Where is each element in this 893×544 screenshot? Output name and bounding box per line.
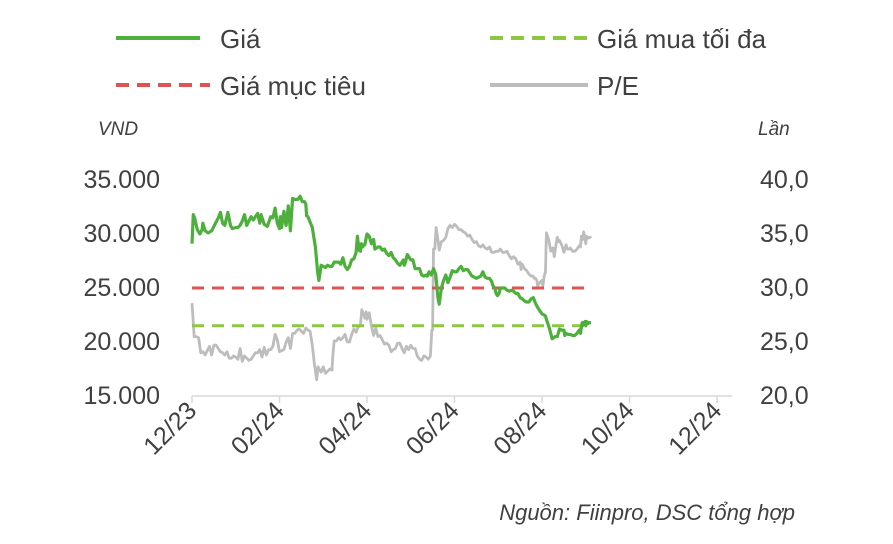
right-axis: 40,0 35,0 30,0 25,0 20,0 [760,166,809,410]
left-tick-label: 25.000 [84,274,160,302]
x-axis-ticks: 12/23 02/24 04/24 06/24 08/24 10/24 12/24 [138,396,727,460]
right-tick-label: 40,0 [760,166,809,194]
right-tick-label: 25,0 [760,328,809,356]
chart-legend: Giá Giá mua tối đa Giá mục tiêu P/E [116,24,767,101]
series-layer [190,194,593,382]
x-tick-label: 10/24 [576,396,640,460]
left-tick-label: 20.000 [84,328,160,356]
x-tick-label: 06/24 [401,396,465,460]
legend-label-target: Giá mục tiêu [220,71,366,101]
left-axis-unit: VND [98,119,138,140]
legend-label-max-buy: Giá mua tối đa [597,24,767,54]
right-tick-label: 20,0 [760,382,809,410]
source-note: Nguồn: Fiinpro, DSC tổng hợp [499,500,795,525]
price-line [190,194,591,341]
left-tick-label: 35.000 [84,166,160,194]
x-tick-label: 08/24 [488,396,552,460]
right-tick-label: 30,0 [760,274,809,302]
left-tick-label: 15.000 [84,382,160,410]
right-axis-unit: Lần [758,119,790,140]
x-tick-label: 04/24 [313,396,377,460]
left-axis: 35.000 30.000 25.000 20.000 15.000 [84,166,160,410]
legend-label-pe: P/E [597,71,639,101]
x-tick-label: 12/24 [663,396,727,460]
right-tick-label: 35,0 [760,220,809,248]
pe-line [190,222,593,382]
legend-label-price: Giá [220,24,261,54]
left-tick-label: 30.000 [84,220,160,248]
x-tick-label: 02/24 [226,396,290,460]
